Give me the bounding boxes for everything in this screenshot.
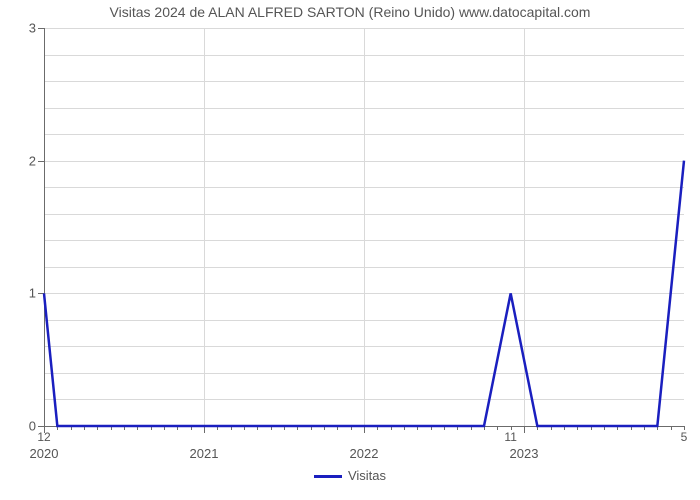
legend-swatch <box>314 475 342 478</box>
y-axis-label: 3 <box>16 21 36 36</box>
x-axis-minor-label: 11 <box>504 430 516 444</box>
x-axis-minor-label: 5 <box>681 430 688 444</box>
x-axis-label: 2021 <box>190 446 219 461</box>
x-axis-minor-label: 12 <box>37 430 50 444</box>
legend: Visitas <box>0 468 700 483</box>
legend-label: Visitas <box>348 468 386 483</box>
chart-container: Visitas 2024 de ALAN ALFRED SARTON (Rein… <box>0 0 700 500</box>
x-axis-label: 2022 <box>350 446 379 461</box>
x-axis-label: 2020 <box>30 446 59 461</box>
plot-area: 0123202020212022202312115 <box>44 28 684 426</box>
series-line <box>44 28 684 426</box>
x-axis-label: 2023 <box>510 446 539 461</box>
y-axis-label: 1 <box>16 286 36 301</box>
x-tick-major <box>524 426 525 433</box>
y-axis-label: 0 <box>16 419 36 434</box>
y-axis-label: 2 <box>16 153 36 168</box>
chart-title: Visitas 2024 de ALAN ALFRED SARTON (Rein… <box>0 4 700 20</box>
